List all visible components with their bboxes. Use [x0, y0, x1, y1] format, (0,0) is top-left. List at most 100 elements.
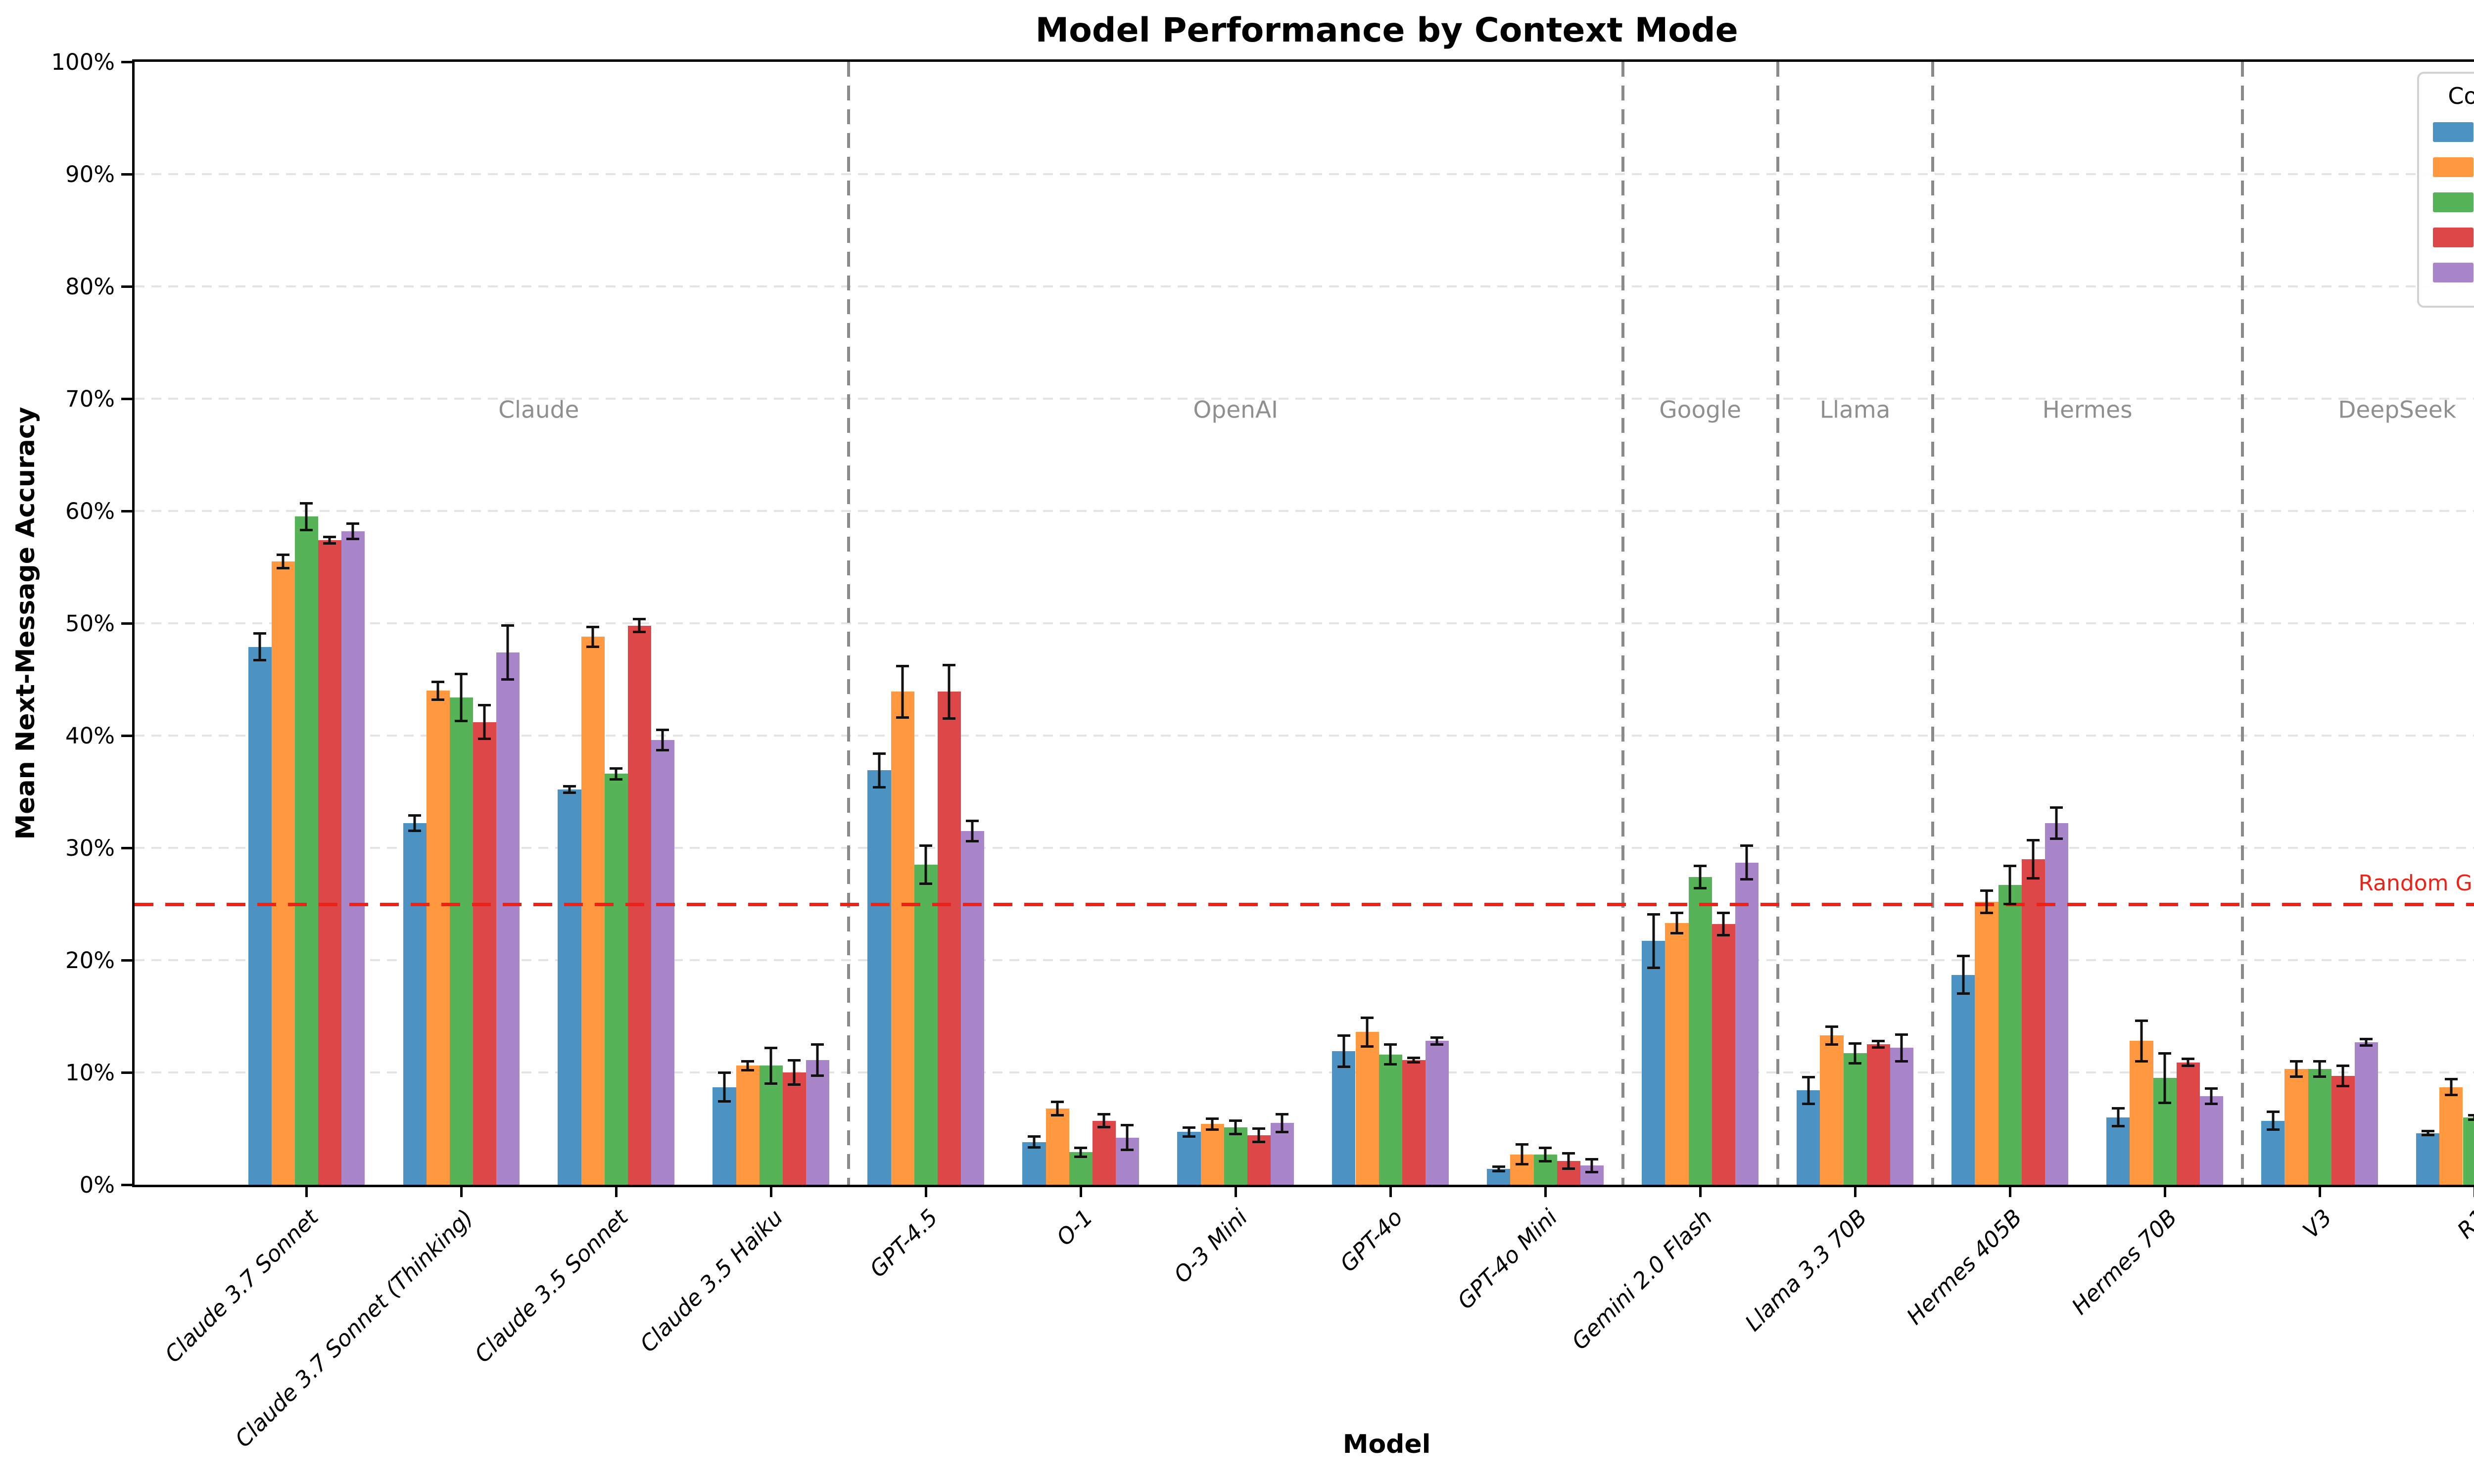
error-bar-cap-bottom: [501, 678, 515, 681]
bar: [473, 722, 496, 1185]
error-bar-cap-bottom: [2182, 1064, 2195, 1067]
error-bar-cap-bottom: [788, 1083, 801, 1086]
y-tick-label: 10%: [65, 1060, 115, 1086]
legend-item: 100 Raw: [2432, 225, 2474, 250]
error-bar-cap-top: [718, 1071, 731, 1074]
error-bar-cap-top: [1694, 865, 1707, 868]
error-bar-cap-bottom: [2289, 1075, 2303, 1078]
plot-area: Random Guess (25%) Context Mode No Conte…: [51, 51, 2474, 1452]
bar: [271, 561, 295, 1185]
error-bar-cap-bottom: [2158, 1101, 2172, 1104]
bar: [1224, 1127, 1247, 1185]
error-bar: [788, 1059, 801, 1086]
error-bar-cap-bottom: [2444, 1093, 2458, 1096]
error-bar: [1407, 1057, 1421, 1064]
error-bar: [1647, 913, 1660, 970]
error-bar: [896, 664, 909, 719]
error-bar: [1895, 1033, 1908, 1063]
bar: [1735, 862, 1759, 1185]
error-bar-cap-top: [966, 820, 979, 823]
error-bar: [1825, 1025, 1839, 1046]
error-bar-cap-top: [277, 554, 290, 556]
bar: [318, 540, 341, 1185]
error-bar-line: [282, 554, 285, 570]
error-bar-cap-top: [1229, 1119, 1242, 1122]
error-bar-cap-top: [2027, 838, 2040, 841]
error-bar-line: [769, 1046, 772, 1085]
bar: [914, 865, 938, 1185]
error-bar-cap-top: [2158, 1052, 2172, 1055]
legend-item: 50 Raw: [2432, 154, 2474, 180]
error-bar: [943, 663, 956, 720]
error-bar-line: [568, 785, 571, 794]
y-tick-label: 80%: [65, 274, 115, 300]
group-label-google: Google: [1659, 396, 1742, 424]
error-bar-line: [1877, 1040, 1880, 1049]
error-bar: [1539, 1146, 1552, 1162]
legend-item: 100 Summary: [2432, 260, 2474, 285]
error-bar-cap-top: [346, 522, 360, 525]
bar: [2021, 859, 2045, 1185]
error-bar-cap-top: [2468, 1113, 2474, 1116]
error-bar-line: [1807, 1075, 1810, 1105]
bar: [248, 647, 272, 1185]
y-tick: [121, 510, 132, 512]
error-bar-cap-bottom: [1980, 911, 1993, 914]
error-bar-cap-bottom: [455, 719, 468, 722]
error-bar-cap-bottom: [1717, 934, 1730, 937]
bar: [782, 1072, 806, 1185]
error-bar-cap-top: [1430, 1036, 1444, 1039]
error-bar-cap-bottom: [718, 1100, 731, 1103]
bar: [1797, 1090, 1820, 1185]
error-bar-cap-bottom: [1872, 1046, 1885, 1049]
x-tick: [460, 1185, 463, 1197]
error-bar-line: [506, 624, 509, 681]
error-bar-cap-bottom: [1252, 1140, 1266, 1143]
group-separator: [847, 62, 850, 1185]
error-bar-cap-top: [300, 502, 313, 505]
error-bar-line: [2450, 1078, 2453, 1096]
error-bar-cap-top: [1717, 912, 1730, 915]
error-bar-cap-bottom: [919, 882, 933, 885]
y-tick-label: 90%: [65, 161, 115, 187]
error-bar-cap-top: [1956, 954, 1970, 957]
y-tick: [121, 285, 132, 288]
bar: [403, 823, 427, 1185]
error-bar-cap-bottom: [1337, 1065, 1350, 1068]
error-bar-cap-top: [656, 729, 669, 732]
error-bar-cap-top: [811, 1043, 824, 1046]
error-bar-cap-top: [1027, 1135, 1041, 1138]
bar: [891, 692, 914, 1185]
error-bar-line: [1188, 1126, 1190, 1138]
error-bar-cap-bottom: [966, 839, 979, 842]
error-bar-line: [2426, 1129, 2429, 1137]
error-bar-cap-bottom: [2111, 1125, 2125, 1128]
bar: [713, 1087, 736, 1185]
group-label-llama: Llama: [1819, 396, 1891, 424]
bar: [2463, 1117, 2474, 1185]
error-bar: [1670, 912, 1684, 934]
error-bar: [2027, 838, 2040, 880]
error-bar: [2468, 1113, 2474, 1121]
error-bar-cap-top: [1647, 913, 1660, 916]
error-bar-line: [1962, 954, 1965, 995]
error-bar-cap-top: [1384, 1043, 1397, 1046]
error-bar-line: [901, 664, 904, 719]
error-bar-cap-top: [2336, 1065, 2350, 1067]
y-tick-label: 20%: [65, 947, 115, 974]
x-tick-label: Hermes 405B: [1901, 1204, 2027, 1330]
error-bar-cap-bottom: [2360, 1044, 2373, 1047]
error-bar: [1492, 1165, 1505, 1173]
y-tick-label: 50%: [65, 610, 115, 637]
error-bar: [1562, 1152, 1575, 1170]
legend-swatch: [2432, 227, 2474, 247]
y-tick-label: 70%: [65, 386, 115, 412]
error-bar-cap-top: [1121, 1124, 1134, 1127]
bar: [1092, 1120, 1116, 1185]
x-tick-label: Claude 3.5 Haiku: [635, 1204, 788, 1357]
bar: [2106, 1117, 2130, 1185]
error-bar-line: [2187, 1058, 2189, 1067]
error-bar: [1361, 1016, 1374, 1048]
error-bar: [2266, 1111, 2280, 1131]
error-bar: [873, 752, 886, 788]
